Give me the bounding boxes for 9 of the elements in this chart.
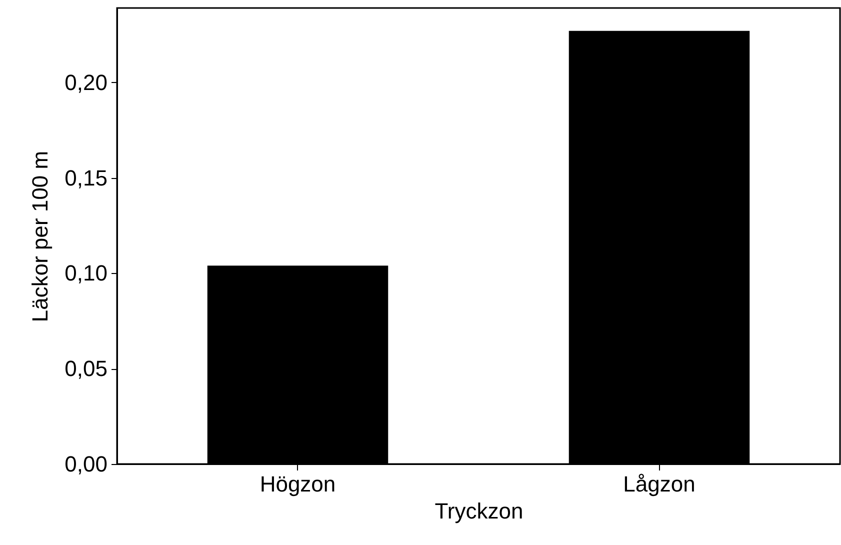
x-tick-label: Högzon <box>260 472 336 496</box>
y-tick-label: 0,10 <box>64 260 108 286</box>
y-tick-label: 0,05 <box>64 356 108 382</box>
x-tick-label: Lågzon <box>623 472 696 496</box>
y-axis-title: Läckor per 100 m <box>28 150 53 322</box>
y-tick-label: 0,20 <box>64 70 108 95</box>
x-axis-title: Tryckzon <box>434 498 524 524</box>
y-tick-label: 0,15 <box>64 165 108 190</box>
y-tick-label: 0,00 <box>64 452 108 476</box>
